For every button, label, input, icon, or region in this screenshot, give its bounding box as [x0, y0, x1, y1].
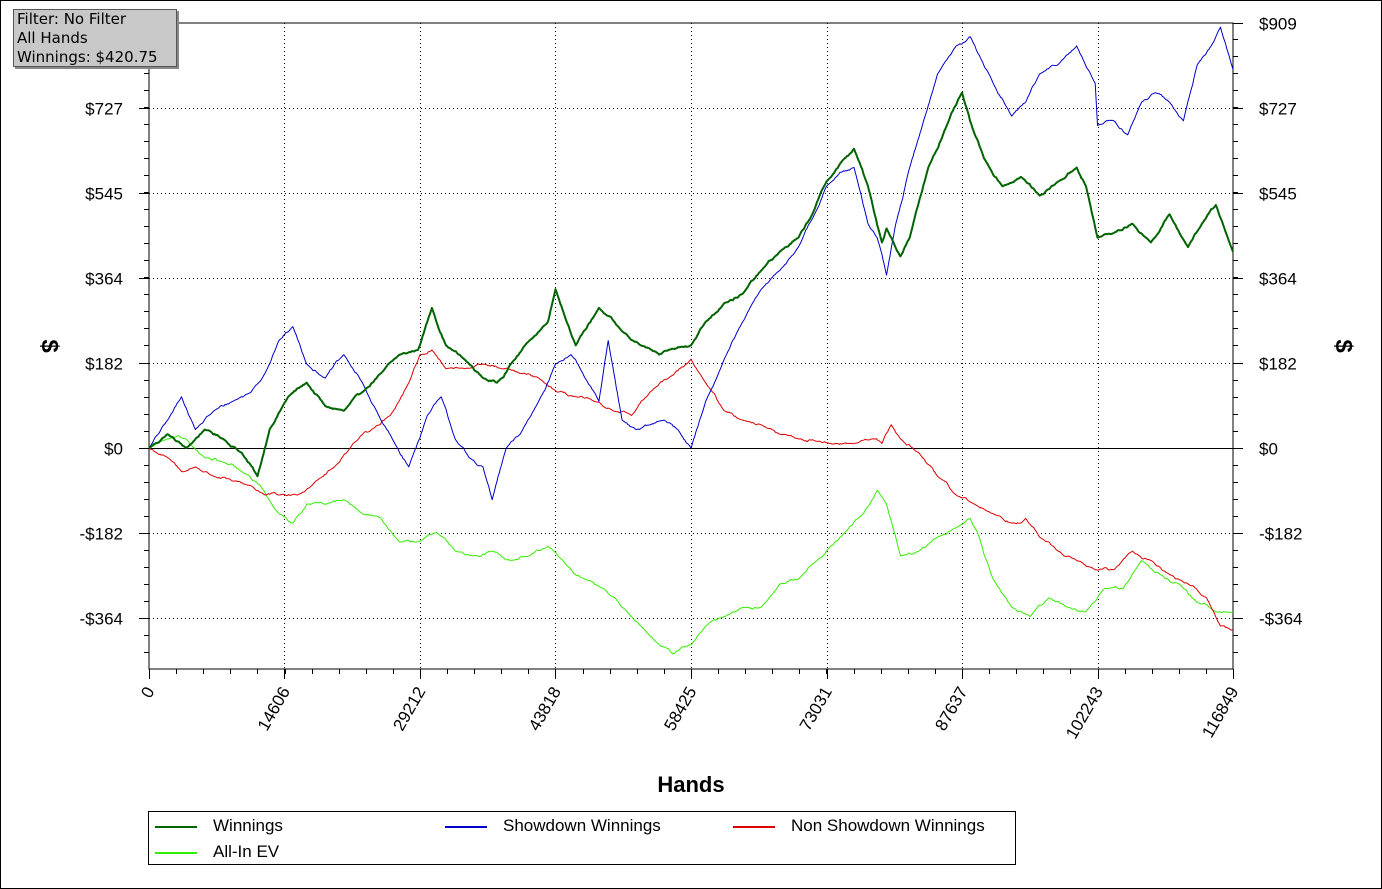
x-tick-label: 116849 — [1198, 684, 1242, 742]
filter-text: Filter: No Filter — [17, 10, 127, 28]
series-line-non-showdown-winnings — [148, 349, 1234, 632]
chart-legend: Winnings Showdown Winnings Non Showdown … — [148, 811, 1016, 865]
filter-info-box: Filter: No Filter All Hands Winnings: $4… — [13, 9, 177, 67]
x-tick-label: 0 — [137, 684, 158, 702]
legend-label-showdown-winnings: Showdown Winnings — [503, 816, 661, 835]
y-tick-label-left: $0 — [104, 440, 123, 459]
y-tick-label-right: $0 — [1259, 440, 1278, 459]
y-axis-title-right: $ — [1330, 339, 1357, 353]
y-tick-label-right: -$364 — [1259, 610, 1302, 629]
x-axis-title: Hands — [657, 772, 724, 797]
series-line-winnings — [148, 91, 1234, 478]
x-tick-label: 73031 — [796, 684, 836, 734]
series-line-all-in-ev — [148, 435, 1234, 655]
winnings-text: Winnings: $420.75 — [17, 48, 158, 66]
hands-text: All Hands — [17, 29, 88, 47]
y-tick-label-right: $545 — [1259, 185, 1297, 204]
y-tick-label-left: -$182 — [80, 525, 123, 544]
y-tick-label-right: $909 — [1259, 15, 1297, 34]
x-tick-label: 29212 — [389, 684, 429, 734]
x-tick-label: 14606 — [254, 684, 294, 734]
y-tick-label-right: $364 — [1259, 270, 1297, 289]
y-tick-label-left: $545 — [85, 185, 123, 204]
y-tick-label-left: -$364 — [80, 610, 123, 629]
x-tick-label: 87637 — [931, 684, 971, 734]
series-layer — [148, 26, 1234, 655]
y-tick-label-right: $727 — [1259, 100, 1297, 119]
labels-layer: $909$909$727$727$545$545$364$364$182$182… — [36, 15, 1357, 798]
legend-label-winnings: Winnings — [213, 816, 283, 835]
y-axis-title-left: $ — [36, 339, 63, 353]
legend-swatch-winnings — [155, 826, 197, 828]
axes-layer — [139, 22, 1243, 679]
series-line-showdown-winnings — [148, 26, 1234, 501]
y-tick-label-left: $364 — [85, 270, 123, 289]
y-tick-label-right: -$182 — [1259, 525, 1302, 544]
legend-swatch-showdown-winnings — [445, 826, 487, 828]
x-tick-label: 43818 — [525, 684, 565, 734]
legend-swatch-non-showdown-winnings — [733, 826, 775, 828]
x-tick-label: 58425 — [660, 684, 700, 734]
legend-label-all-in-ev: All-In EV — [213, 842, 280, 861]
y-tick-label-left: $727 — [85, 100, 123, 119]
legend-label-non-showdown-winnings: Non Showdown Winnings — [791, 816, 985, 835]
legend-swatch-all-in-ev — [155, 852, 197, 854]
y-tick-label-left: $182 — [85, 355, 123, 374]
y-tick-label-right: $182 — [1259, 355, 1297, 374]
x-tick-label: 102243 — [1062, 684, 1107, 743]
